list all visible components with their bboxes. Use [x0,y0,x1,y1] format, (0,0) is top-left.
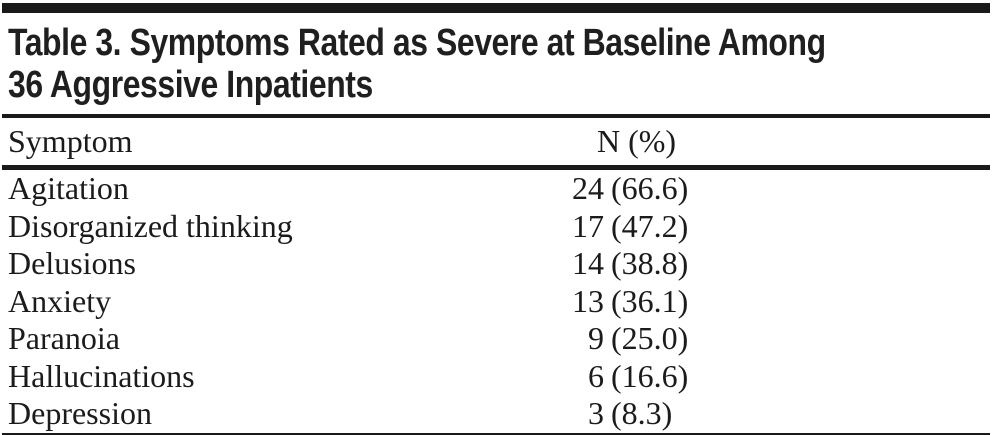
n-value: 24 [572,170,604,206]
n-value: 17 [572,207,604,244]
symptom-cell: Paranoia [8,320,120,356]
value-cell: 9 (25.0) [500,320,688,358]
value-cell: 14 (38.8) [500,245,688,283]
table-bottom-rule [2,432,990,435]
table-row: Anxiety 13 (36.1) [0,283,998,321]
symptom-cell: Depression [8,395,152,431]
value-cell: 17 (47.2) [500,208,688,246]
pct-value: (36.1) [611,282,689,319]
table-row: Depression 3 (8.3) [0,395,998,433]
symptom-cell: Delusions [8,245,136,281]
symptom-cell: Disorganized thinking [8,207,293,244]
pct-value: (8.3) [611,395,673,431]
table-top-rule [2,3,990,13]
paper-table-3: Table 3. Symptoms Rated as Severe at Bas… [0,3,998,435]
column-header-n-pct: N (%) [597,123,677,159]
value-cell: 3 (8.3) [500,395,672,433]
table-row: Agitation 24 (66.6) [0,170,998,208]
n-value: 13 [572,282,604,319]
table-title-line-1: Table 3. Symptoms Rated as Severe at Bas… [8,22,826,64]
pct-value: (38.8) [611,245,689,281]
table-row: Disorganized thinking 17 (47.2) [0,208,998,246]
symptom-cell: Agitation [8,170,129,206]
n-value: 14 [572,245,604,281]
table-title: Table 3. Symptoms Rated as Severe at Bas… [0,13,998,114]
table-body: Agitation 24 (66.6) Disorganized thinkin… [0,170,998,433]
table-row: Delusions 14 (38.8) [0,245,998,283]
table-row: Paranoia 9 (25.0) [0,320,998,358]
value-cell: 6 (16.6) [500,358,688,396]
value-cell: 13 (36.1) [500,283,688,321]
n-value: 9 [588,320,604,356]
pct-value: (47.2) [611,207,689,244]
header-divider-rule [2,165,990,170]
n-value: 6 [588,357,604,394]
n-value: 3 [588,395,604,431]
table-row: Hallucinations 6 (16.6) [0,358,998,396]
symptom-cell: Anxiety [8,282,112,319]
symptom-cell: Hallucinations [8,357,195,394]
title-divider-rule [2,114,990,118]
table-title-line-2: 36 Aggressive Inpatients [8,64,373,106]
column-header-symptom: Symptom [8,123,133,159]
pct-value: (16.6) [611,357,689,394]
value-cell: 24 (66.6) [500,170,688,208]
pct-value: (25.0) [611,320,689,356]
pct-value: (66.6) [611,170,689,206]
table-header-row: Symptom N (%) [0,118,998,165]
